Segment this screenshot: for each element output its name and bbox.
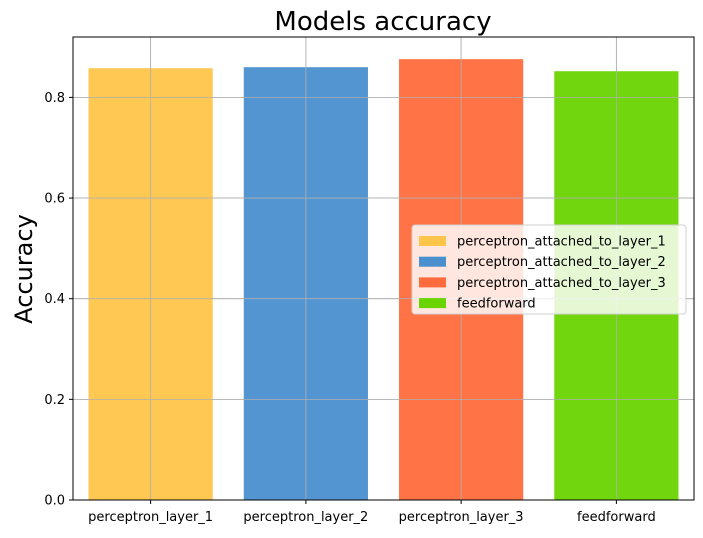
x-tick-label: feedforward: [577, 510, 656, 525]
legend: perceptron_attached_to_layer_1 perceptron…: [411, 224, 687, 315]
y-tick-label: 0.0: [44, 494, 65, 509]
y-axis-label: Accuracy: [10, 214, 38, 324]
axes-frame: [72, 36, 695, 501]
legend-label: perceptron_attached_to_layer_2: [457, 255, 666, 270]
x-tick-label: perceptron_layer_3: [399, 510, 524, 525]
chart-title: Models accuracy: [274, 7, 491, 37]
x-tick-label: perceptron_layer_2: [243, 510, 368, 525]
legend-swatch: [419, 298, 446, 309]
y-tick-label: 0.4: [44, 292, 65, 307]
legend-label: perceptron_attached_to_layer_3: [457, 276, 666, 291]
y-tick-label: 0.2: [44, 393, 65, 408]
legend-box: [411, 224, 687, 315]
legend-swatch: [419, 256, 446, 267]
x-tick-label: perceptron_layer_1: [88, 510, 213, 525]
legend-label: feedforward: [457, 297, 536, 312]
axes: [72, 36, 695, 501]
legend-label: perceptron_attached_to_layer_1: [457, 235, 666, 250]
ticks: 0.0 0.2 0.4 0.6 0.8 perceptron_layer_1 percept…: [44, 91, 655, 525]
y-tick-label: 0.8: [44, 91, 65, 106]
y-tick-label: 0.6: [44, 192, 65, 207]
legend-swatch: [419, 277, 446, 288]
legend-swatch: [419, 236, 446, 246]
